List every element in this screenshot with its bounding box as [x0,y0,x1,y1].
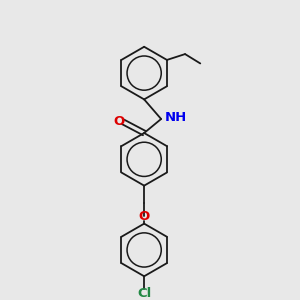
Text: O: O [114,115,125,128]
Text: Cl: Cl [137,287,151,300]
Text: NH: NH [165,111,187,124]
Text: O: O [139,209,150,223]
